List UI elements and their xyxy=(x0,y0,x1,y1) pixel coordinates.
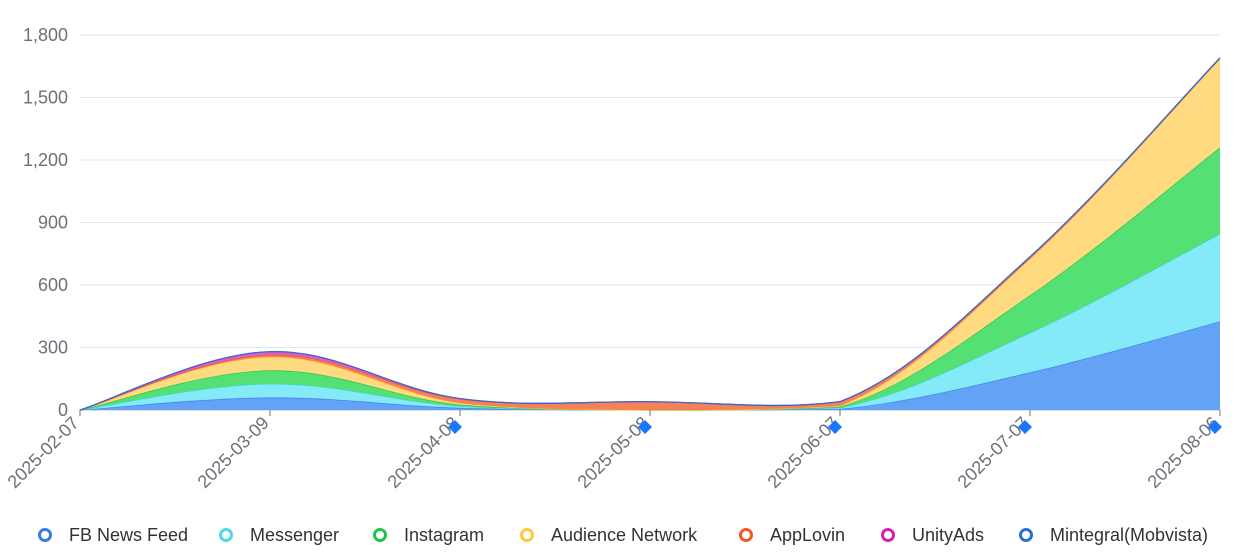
legend-item-applovin[interactable]: AppLovin xyxy=(739,520,845,550)
y-tick-label: 1,800 xyxy=(23,25,68,45)
legend-marker-icon xyxy=(1019,528,1033,542)
legend-marker-icon xyxy=(38,528,52,542)
legend-label: AppLovin xyxy=(770,524,846,545)
y-tick-label: 1,200 xyxy=(23,150,68,170)
series-areas xyxy=(79,57,1221,411)
x-markers xyxy=(448,420,1222,434)
legend-item-messenger[interactable]: Messenger xyxy=(219,520,339,550)
marker-diamond-icon xyxy=(828,420,842,434)
legend-marker-icon xyxy=(881,528,895,542)
marker-diamond-icon xyxy=(1018,420,1032,434)
legend-marker-icon xyxy=(373,528,387,542)
legend-item-unityads[interactable]: UnityAds xyxy=(881,520,984,550)
legend-label: UnityAds xyxy=(912,524,985,545)
marker-diamond-icon xyxy=(638,420,652,434)
area-messenger xyxy=(80,233,1220,410)
grid-lines xyxy=(80,34,1220,411)
area-audience-network xyxy=(80,58,1220,410)
legend-marker-icon xyxy=(739,528,753,542)
y-tick-label: 600 xyxy=(38,275,68,295)
legend: FB News Feed Messenger Instagram Audienc… xyxy=(0,520,1242,550)
legend-item-mintegral[interactable]: Mintegral(Mobvista) xyxy=(1019,520,1208,550)
legend-label: Instagram xyxy=(404,524,485,545)
legend-item-instagram[interactable]: Instagram xyxy=(373,520,484,550)
line-mintegral-mobvista xyxy=(79,57,1221,411)
y-tick-label: 900 xyxy=(38,213,68,233)
legend-label: Audience Network xyxy=(551,524,698,545)
marker-diamond-icon xyxy=(1208,420,1222,434)
y-tick-label: 300 xyxy=(38,338,68,358)
chart-plot: 0 300 600 900 1,200 1,500 1,800 2025-02-07 2025-… xyxy=(4,25,1223,492)
legend-label: Messenger xyxy=(250,524,340,545)
legend-marker-icon xyxy=(219,528,233,542)
legend-marker-icon xyxy=(520,528,534,542)
marker-diamond-icon xyxy=(448,420,462,434)
x-tick-label: 2025-02-07 xyxy=(4,413,83,492)
y-tick-label: 1,500 xyxy=(23,88,68,108)
legend-item-audience-network[interactable]: Audience Network xyxy=(520,520,697,550)
area-instagram xyxy=(80,147,1220,410)
legend-label: Mintegral(Mobvista) xyxy=(1050,524,1209,545)
legend-item-fb-news-feed[interactable]: FB News Feed xyxy=(38,520,188,550)
legend-label: FB News Feed xyxy=(69,524,189,545)
y-tick-label: 0 xyxy=(58,400,68,420)
x-tick-label: 2025-03-09 xyxy=(194,413,273,492)
